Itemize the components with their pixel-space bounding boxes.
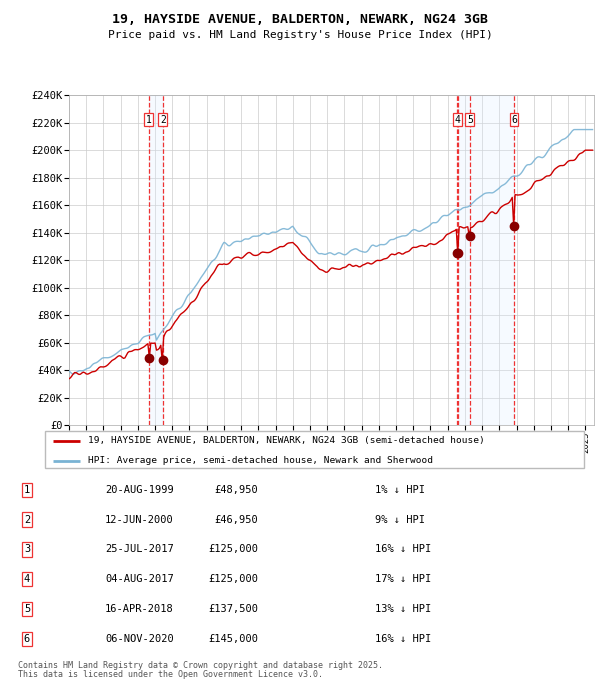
Text: £46,950: £46,950 bbox=[214, 515, 258, 524]
Text: 1: 1 bbox=[24, 485, 30, 494]
Text: £125,000: £125,000 bbox=[208, 545, 258, 554]
Text: 16% ↓ HPI: 16% ↓ HPI bbox=[375, 634, 431, 644]
Text: 5: 5 bbox=[467, 115, 473, 125]
Text: 6: 6 bbox=[24, 634, 30, 644]
Text: HPI: Average price, semi-detached house, Newark and Sherwood: HPI: Average price, semi-detached house,… bbox=[88, 456, 433, 465]
Text: 5: 5 bbox=[24, 605, 30, 614]
Text: 6: 6 bbox=[511, 115, 517, 125]
Bar bbox=[149, 95, 163, 425]
Text: 16% ↓ HPI: 16% ↓ HPI bbox=[375, 545, 431, 554]
Text: This data is licensed under the Open Government Licence v3.0.: This data is licensed under the Open Gov… bbox=[18, 670, 323, 679]
Text: £48,950: £48,950 bbox=[214, 485, 258, 494]
Text: 9% ↓ HPI: 9% ↓ HPI bbox=[375, 515, 425, 524]
Text: 06-NOV-2020: 06-NOV-2020 bbox=[105, 634, 174, 644]
Text: 19, HAYSIDE AVENUE, BALDERTON, NEWARK, NG24 3GB (semi-detached house): 19, HAYSIDE AVENUE, BALDERTON, NEWARK, N… bbox=[88, 437, 485, 445]
Text: 4: 4 bbox=[455, 115, 461, 125]
Text: £137,500: £137,500 bbox=[208, 605, 258, 614]
Text: £125,000: £125,000 bbox=[208, 575, 258, 584]
Text: 12-JUN-2000: 12-JUN-2000 bbox=[105, 515, 174, 524]
Text: 20-AUG-1999: 20-AUG-1999 bbox=[105, 485, 174, 494]
Text: 19, HAYSIDE AVENUE, BALDERTON, NEWARK, NG24 3GB: 19, HAYSIDE AVENUE, BALDERTON, NEWARK, N… bbox=[112, 12, 488, 26]
Text: 17% ↓ HPI: 17% ↓ HPI bbox=[375, 575, 431, 584]
Text: £145,000: £145,000 bbox=[208, 634, 258, 644]
Text: 4: 4 bbox=[24, 575, 30, 584]
Text: 16-APR-2018: 16-APR-2018 bbox=[105, 605, 174, 614]
Bar bbox=[458, 95, 514, 425]
Text: Price paid vs. HM Land Registry's House Price Index (HPI): Price paid vs. HM Land Registry's House … bbox=[107, 31, 493, 40]
Text: Contains HM Land Registry data © Crown copyright and database right 2025.: Contains HM Land Registry data © Crown c… bbox=[18, 660, 383, 670]
Text: 1: 1 bbox=[146, 115, 152, 125]
FancyBboxPatch shape bbox=[45, 430, 584, 469]
Text: 13% ↓ HPI: 13% ↓ HPI bbox=[375, 605, 431, 614]
Text: 3: 3 bbox=[24, 545, 30, 554]
Text: 2: 2 bbox=[24, 515, 30, 524]
Text: 04-AUG-2017: 04-AUG-2017 bbox=[105, 575, 174, 584]
Text: 1% ↓ HPI: 1% ↓ HPI bbox=[375, 485, 425, 494]
Text: 25-JUL-2017: 25-JUL-2017 bbox=[105, 545, 174, 554]
Text: 2: 2 bbox=[160, 115, 166, 125]
